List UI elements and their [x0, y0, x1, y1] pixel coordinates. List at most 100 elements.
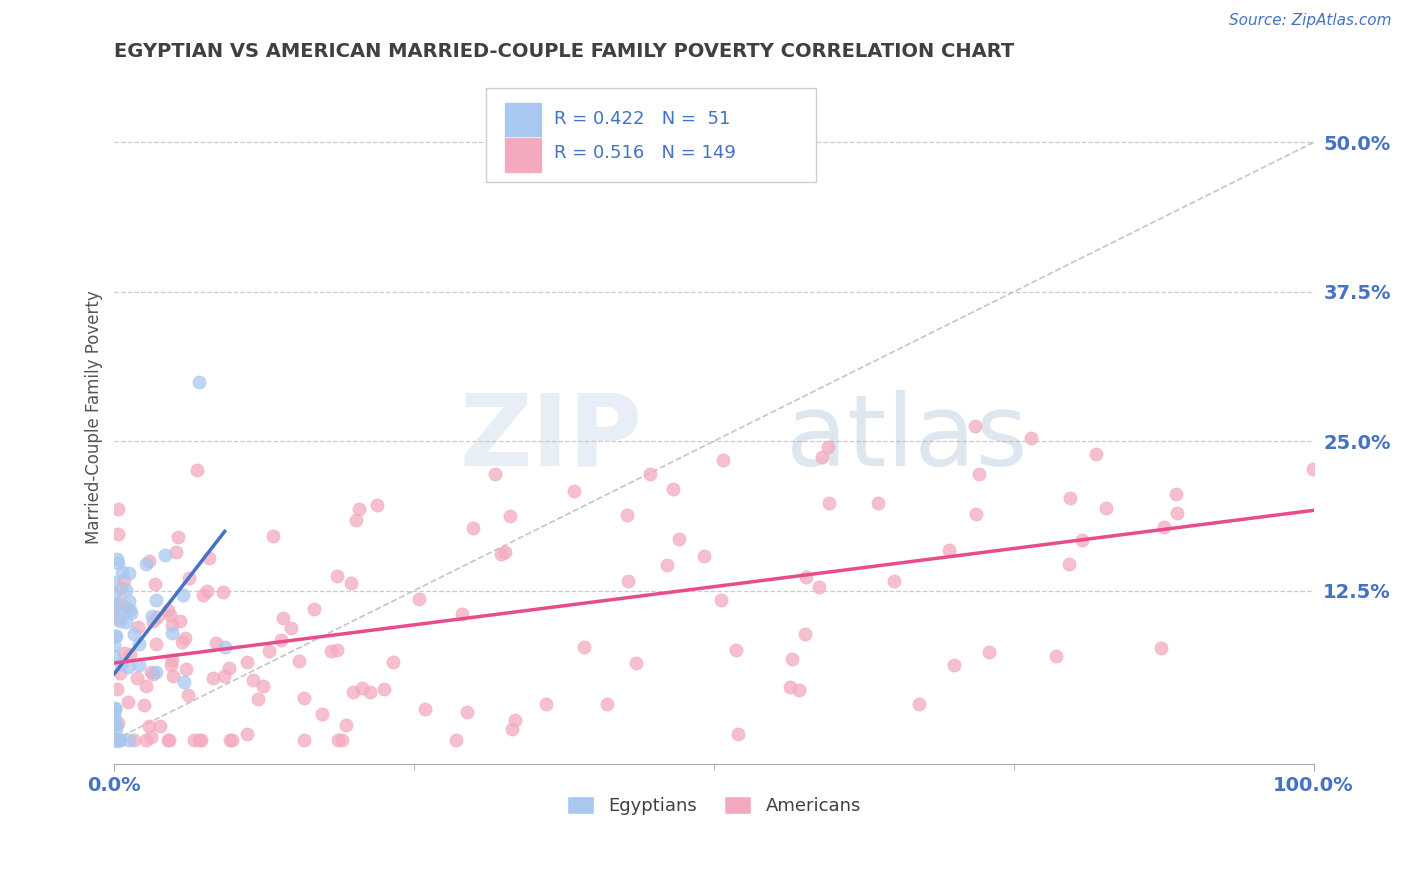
Point [817, 440, 839, 454]
Point [105, 597, 128, 611]
Point [110, 614, 132, 628]
Point [167, 529, 190, 543]
FancyBboxPatch shape [505, 136, 543, 173]
Point [340, 575, 363, 590]
Point [347, 502, 370, 516]
Point [108, 733, 131, 747]
Point [794, 570, 817, 584]
Point [451, 607, 474, 622]
Point [214, 640, 236, 654]
Point [195, 584, 218, 599]
Point [335, 717, 357, 731]
Point [495, 544, 517, 558]
Point [107, 605, 129, 619]
Point [146, 610, 169, 624]
Point [446, 733, 468, 747]
Point [104, 600, 127, 615]
Point [155, 548, 177, 562]
Point [122, 733, 145, 747]
Point [270, 632, 292, 647]
Point [103, 649, 125, 664]
Text: R = 0.516   N = 149: R = 0.516 N = 149 [554, 145, 737, 162]
Point [1164, 487, 1187, 501]
Point [596, 697, 619, 711]
Point [727, 727, 749, 741]
Point [366, 498, 388, 512]
Point [188, 733, 211, 747]
Point [112, 574, 135, 588]
Point [122, 626, 145, 640]
Point [160, 653, 183, 667]
Point [219, 733, 242, 747]
Point [236, 727, 259, 741]
Point [292, 690, 315, 705]
Point [117, 696, 139, 710]
Point [710, 592, 733, 607]
Point [534, 697, 557, 711]
Point [105, 718, 128, 732]
Point [120, 647, 142, 661]
Point [218, 660, 240, 674]
Point [114, 615, 136, 629]
Point [668, 532, 690, 546]
Point [103, 587, 125, 601]
Point [145, 665, 167, 680]
Text: EGYPTIAN VS AMERICAN MARRIED-COUPLE FAMILY POVERTY CORRELATION CHART: EGYPTIAN VS AMERICAN MARRIED-COUPLE FAMI… [114, 42, 1015, 61]
Point [456, 706, 478, 720]
Point [160, 625, 183, 640]
Point [173, 675, 195, 690]
Point [1302, 462, 1324, 476]
Point [326, 569, 349, 583]
Point [1166, 506, 1188, 520]
Point [107, 715, 129, 730]
Point [110, 657, 132, 671]
Point [105, 733, 128, 747]
Point [221, 733, 243, 747]
Point [117, 660, 139, 674]
Point [782, 652, 804, 666]
Point [503, 713, 526, 727]
Point [499, 509, 522, 524]
Point [141, 608, 163, 623]
Point [373, 681, 395, 696]
Point [115, 600, 138, 615]
Point [624, 657, 647, 671]
Point [159, 607, 181, 622]
Point [794, 626, 817, 640]
Point [157, 733, 180, 747]
Point [205, 636, 228, 650]
Point [662, 482, 685, 496]
Point [174, 662, 197, 676]
Point [344, 513, 367, 527]
Point [330, 733, 353, 747]
Point [617, 574, 640, 588]
Point [107, 612, 129, 626]
Point [111, 565, 134, 579]
Text: ZIP: ZIP [460, 390, 643, 486]
Point [211, 585, 233, 599]
Point [1019, 432, 1042, 446]
Point [103, 638, 125, 652]
Y-axis label: Married-Couple Family Poverty: Married-Couple Family Poverty [86, 291, 103, 544]
Point [103, 706, 125, 721]
Point [165, 545, 187, 559]
Point [489, 547, 512, 561]
Point [350, 681, 373, 695]
Point [141, 665, 163, 679]
Point [114, 582, 136, 597]
Point [1095, 500, 1118, 515]
Point [143, 577, 166, 591]
Point [463, 521, 485, 535]
Point [108, 733, 131, 747]
Point [174, 632, 197, 646]
Point [104, 629, 127, 643]
Point [132, 698, 155, 713]
Point [280, 621, 302, 635]
Point [326, 643, 349, 657]
Point [1085, 447, 1108, 461]
Point [787, 683, 810, 698]
Point [938, 542, 960, 557]
Point [657, 558, 679, 573]
FancyBboxPatch shape [486, 88, 815, 182]
Point [242, 673, 264, 688]
